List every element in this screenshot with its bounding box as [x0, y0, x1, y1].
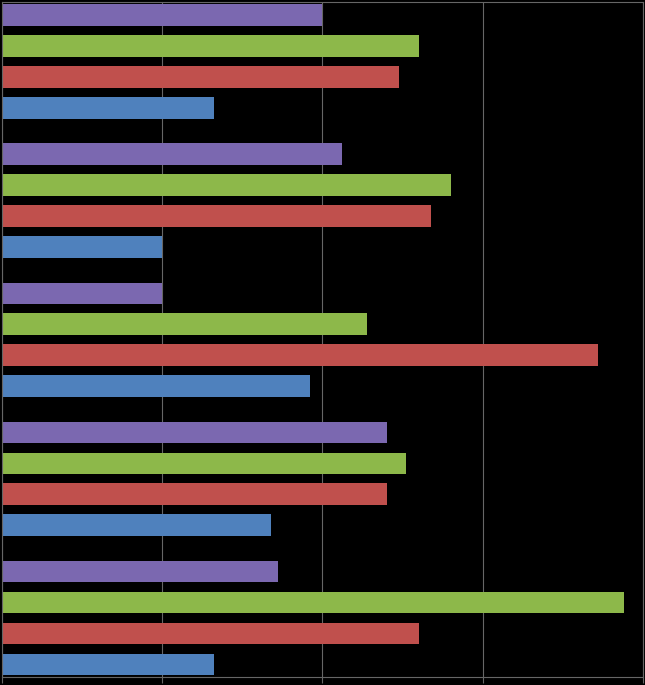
Bar [2, 4, 322, 26]
Bar [2, 345, 598, 366]
Bar [2, 653, 213, 675]
Bar [2, 453, 406, 474]
Bar [2, 623, 419, 645]
Bar [2, 236, 163, 258]
Bar [2, 66, 399, 88]
Bar [2, 282, 163, 304]
Bar [2, 174, 451, 196]
Bar [2, 422, 386, 443]
Bar [2, 592, 624, 613]
Bar [2, 143, 342, 165]
Bar [2, 561, 277, 582]
Bar [2, 35, 419, 57]
Bar [2, 97, 213, 119]
Bar [2, 206, 432, 227]
Bar [2, 375, 310, 397]
Bar [2, 314, 368, 335]
Bar [2, 514, 272, 536]
Bar [2, 484, 386, 505]
